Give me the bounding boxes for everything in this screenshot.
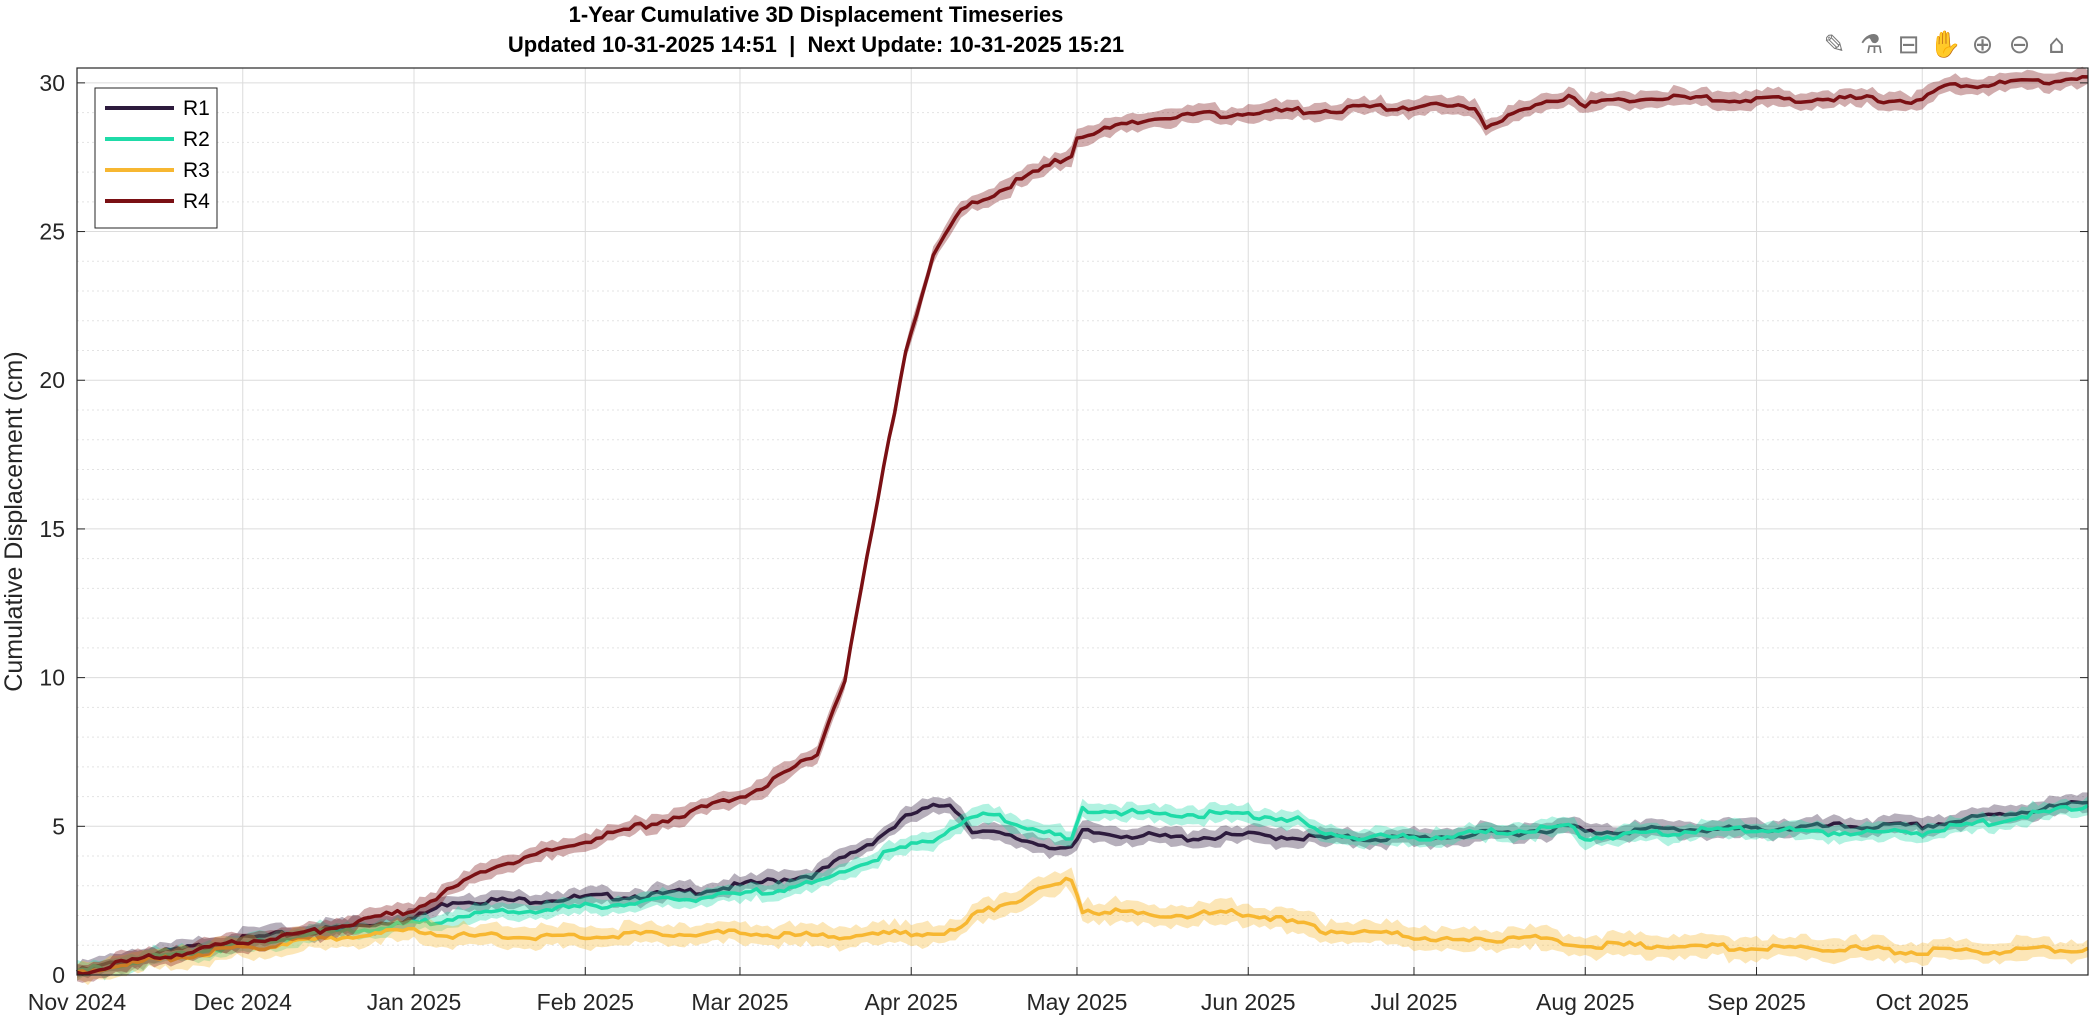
major-grid: [76, 68, 2088, 976]
x-tick-label: Mar 2025: [691, 989, 788, 1015]
x-tick-label: Oct 2025: [1876, 989, 1969, 1015]
y-tick-label: 15: [39, 516, 65, 542]
legend-label-r1: R1: [183, 97, 210, 120]
y-tick-label: 0: [52, 962, 65, 988]
chart-subtitle: Updated 10-31-2025 14:51 | Next Update: …: [507, 32, 1125, 57]
x-tick-label: Sep 2025: [1707, 989, 1805, 1015]
x-tick-label: Dec 2024: [194, 989, 293, 1015]
x-tick-label: May 2025: [1026, 989, 1127, 1015]
x-tick-label: Jul 2025: [1370, 989, 1457, 1015]
series-r3-line: [76, 876, 2089, 976]
legend-label-r4: R4: [183, 190, 210, 213]
datatip-icon[interactable]: ⊟: [1897, 29, 1920, 60]
plot-area: [77, 68, 2088, 975]
y-tick-label: 10: [39, 665, 65, 691]
y-tick-label: 25: [39, 219, 65, 245]
home-icon[interactable]: ⌂: [2048, 29, 2065, 60]
legend-label-r3: R3: [183, 159, 210, 182]
zoom-in-icon[interactable]: ⊕: [1971, 29, 1994, 60]
series-r2-uncertainty-band: [77, 795, 2088, 981]
pan-hand-icon[interactable]: ✋: [1929, 29, 1962, 60]
zoom-out-icon[interactable]: ⊖: [2008, 29, 2031, 60]
series-r1-line: [75, 799, 2089, 974]
series-r3-uncertainty-band: [77, 867, 2088, 986]
y-axis-label: Cumulative Displacement (cm): [0, 351, 28, 691]
x-tick-label: Nov 2024: [28, 989, 127, 1015]
data-cursor-icon[interactable]: ⚗: [1859, 29, 1884, 60]
x-tick-label: Jun 2025: [1201, 989, 1296, 1015]
brush-icon[interactable]: ✎: [1823, 29, 1846, 60]
y-tick-label: 20: [39, 367, 65, 393]
legend-label-r2: R2: [183, 128, 210, 151]
x-tick-label: Jan 2025: [367, 989, 462, 1015]
series-r2-line: [76, 803, 2089, 973]
axes-box: [76, 67, 2089, 976]
chart-title-block: 1-Year Cumulative 3D Displacement Timese…: [0, 0, 1632, 60]
x-tick-label: Aug 2025: [1536, 989, 1634, 1015]
axes-toolbar: ✎ ⚗ ⊟ ✋ ⊕ ⊖ ⌂: [1818, 28, 2073, 61]
y-tick-label: 30: [39, 70, 65, 96]
legend: R1 R2 R3 R4: [94, 87, 218, 229]
y-tick-label: 5: [52, 813, 65, 839]
minor-grid: [77, 112, 2088, 946]
legend-box: [94, 87, 218, 229]
x-tick-label: Apr 2025: [865, 989, 958, 1015]
chart-title: 1-Year Cumulative 3D Displacement Timese…: [568, 2, 1064, 27]
x-tick-label: Feb 2025: [537, 989, 634, 1015]
series-r4-line: [76, 74, 2089, 976]
